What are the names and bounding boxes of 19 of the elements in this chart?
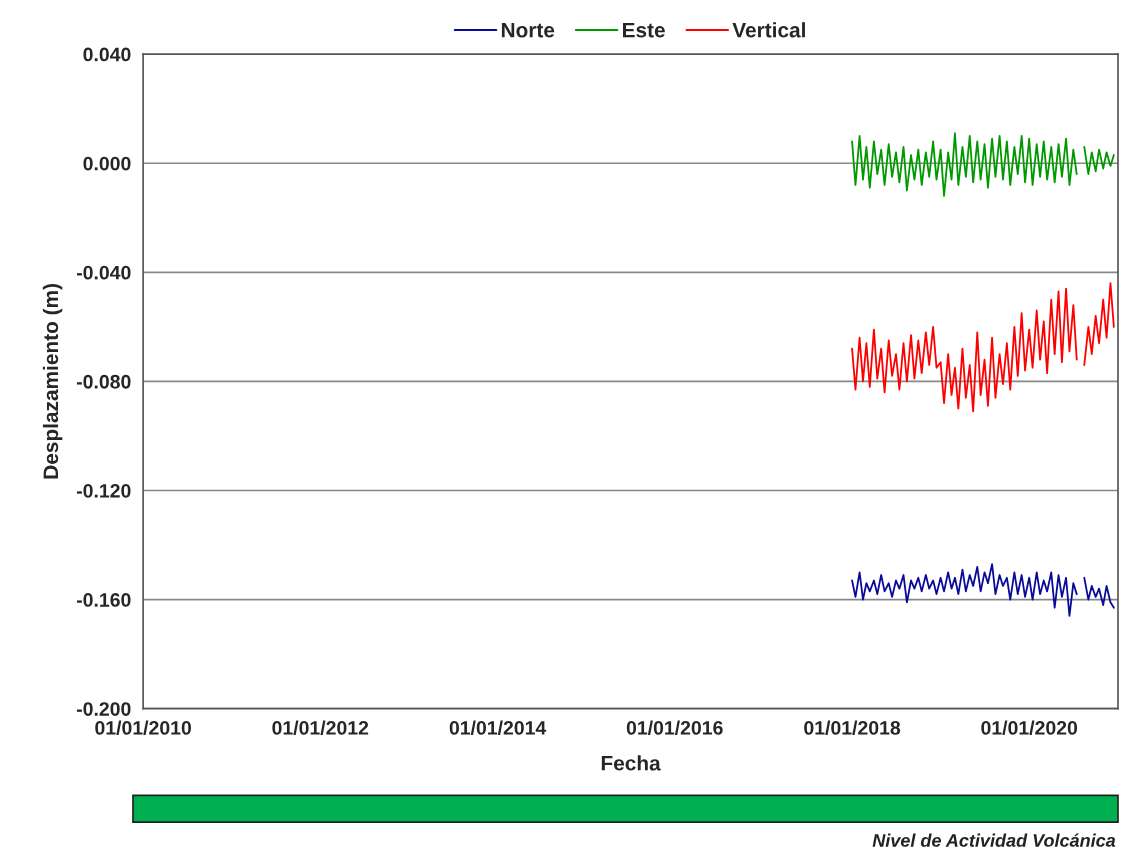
x-tick-label: 01/01/2014 — [449, 720, 547, 735]
y-tick-label: -0.160 — [76, 593, 131, 607]
x-tick-label: 01/01/2012 — [272, 720, 369, 735]
x-axis-title: Fecha — [601, 755, 661, 771]
y-tick-label: -0.200 — [76, 702, 131, 716]
x-tick-label: 01/01/2010 — [95, 720, 191, 735]
text: Nivel de Actividad Volcánica — [872, 833, 1116, 847]
y-tick-label: -0.040 — [76, 265, 131, 280]
legend-label: Este — [623, 22, 665, 38]
x-tick-label: 01/01/2020 — [981, 720, 1078, 735]
x-tick-label: 01/01/2016 — [626, 720, 723, 735]
x-tick-label: 01/01/2018 — [804, 720, 901, 735]
y-tick-label: 0.000 — [83, 156, 131, 171]
y-axis-title: Desplazamiento (m) — [42, 284, 63, 479]
y-tick-label: 0.040 — [83, 47, 131, 62]
y-tick-label: -0.120 — [76, 483, 131, 498]
legend-label: Norte — [501, 22, 555, 38]
legend-label: Vertical — [732, 22, 805, 38]
y-tick-label: -0.080 — [76, 374, 131, 389]
